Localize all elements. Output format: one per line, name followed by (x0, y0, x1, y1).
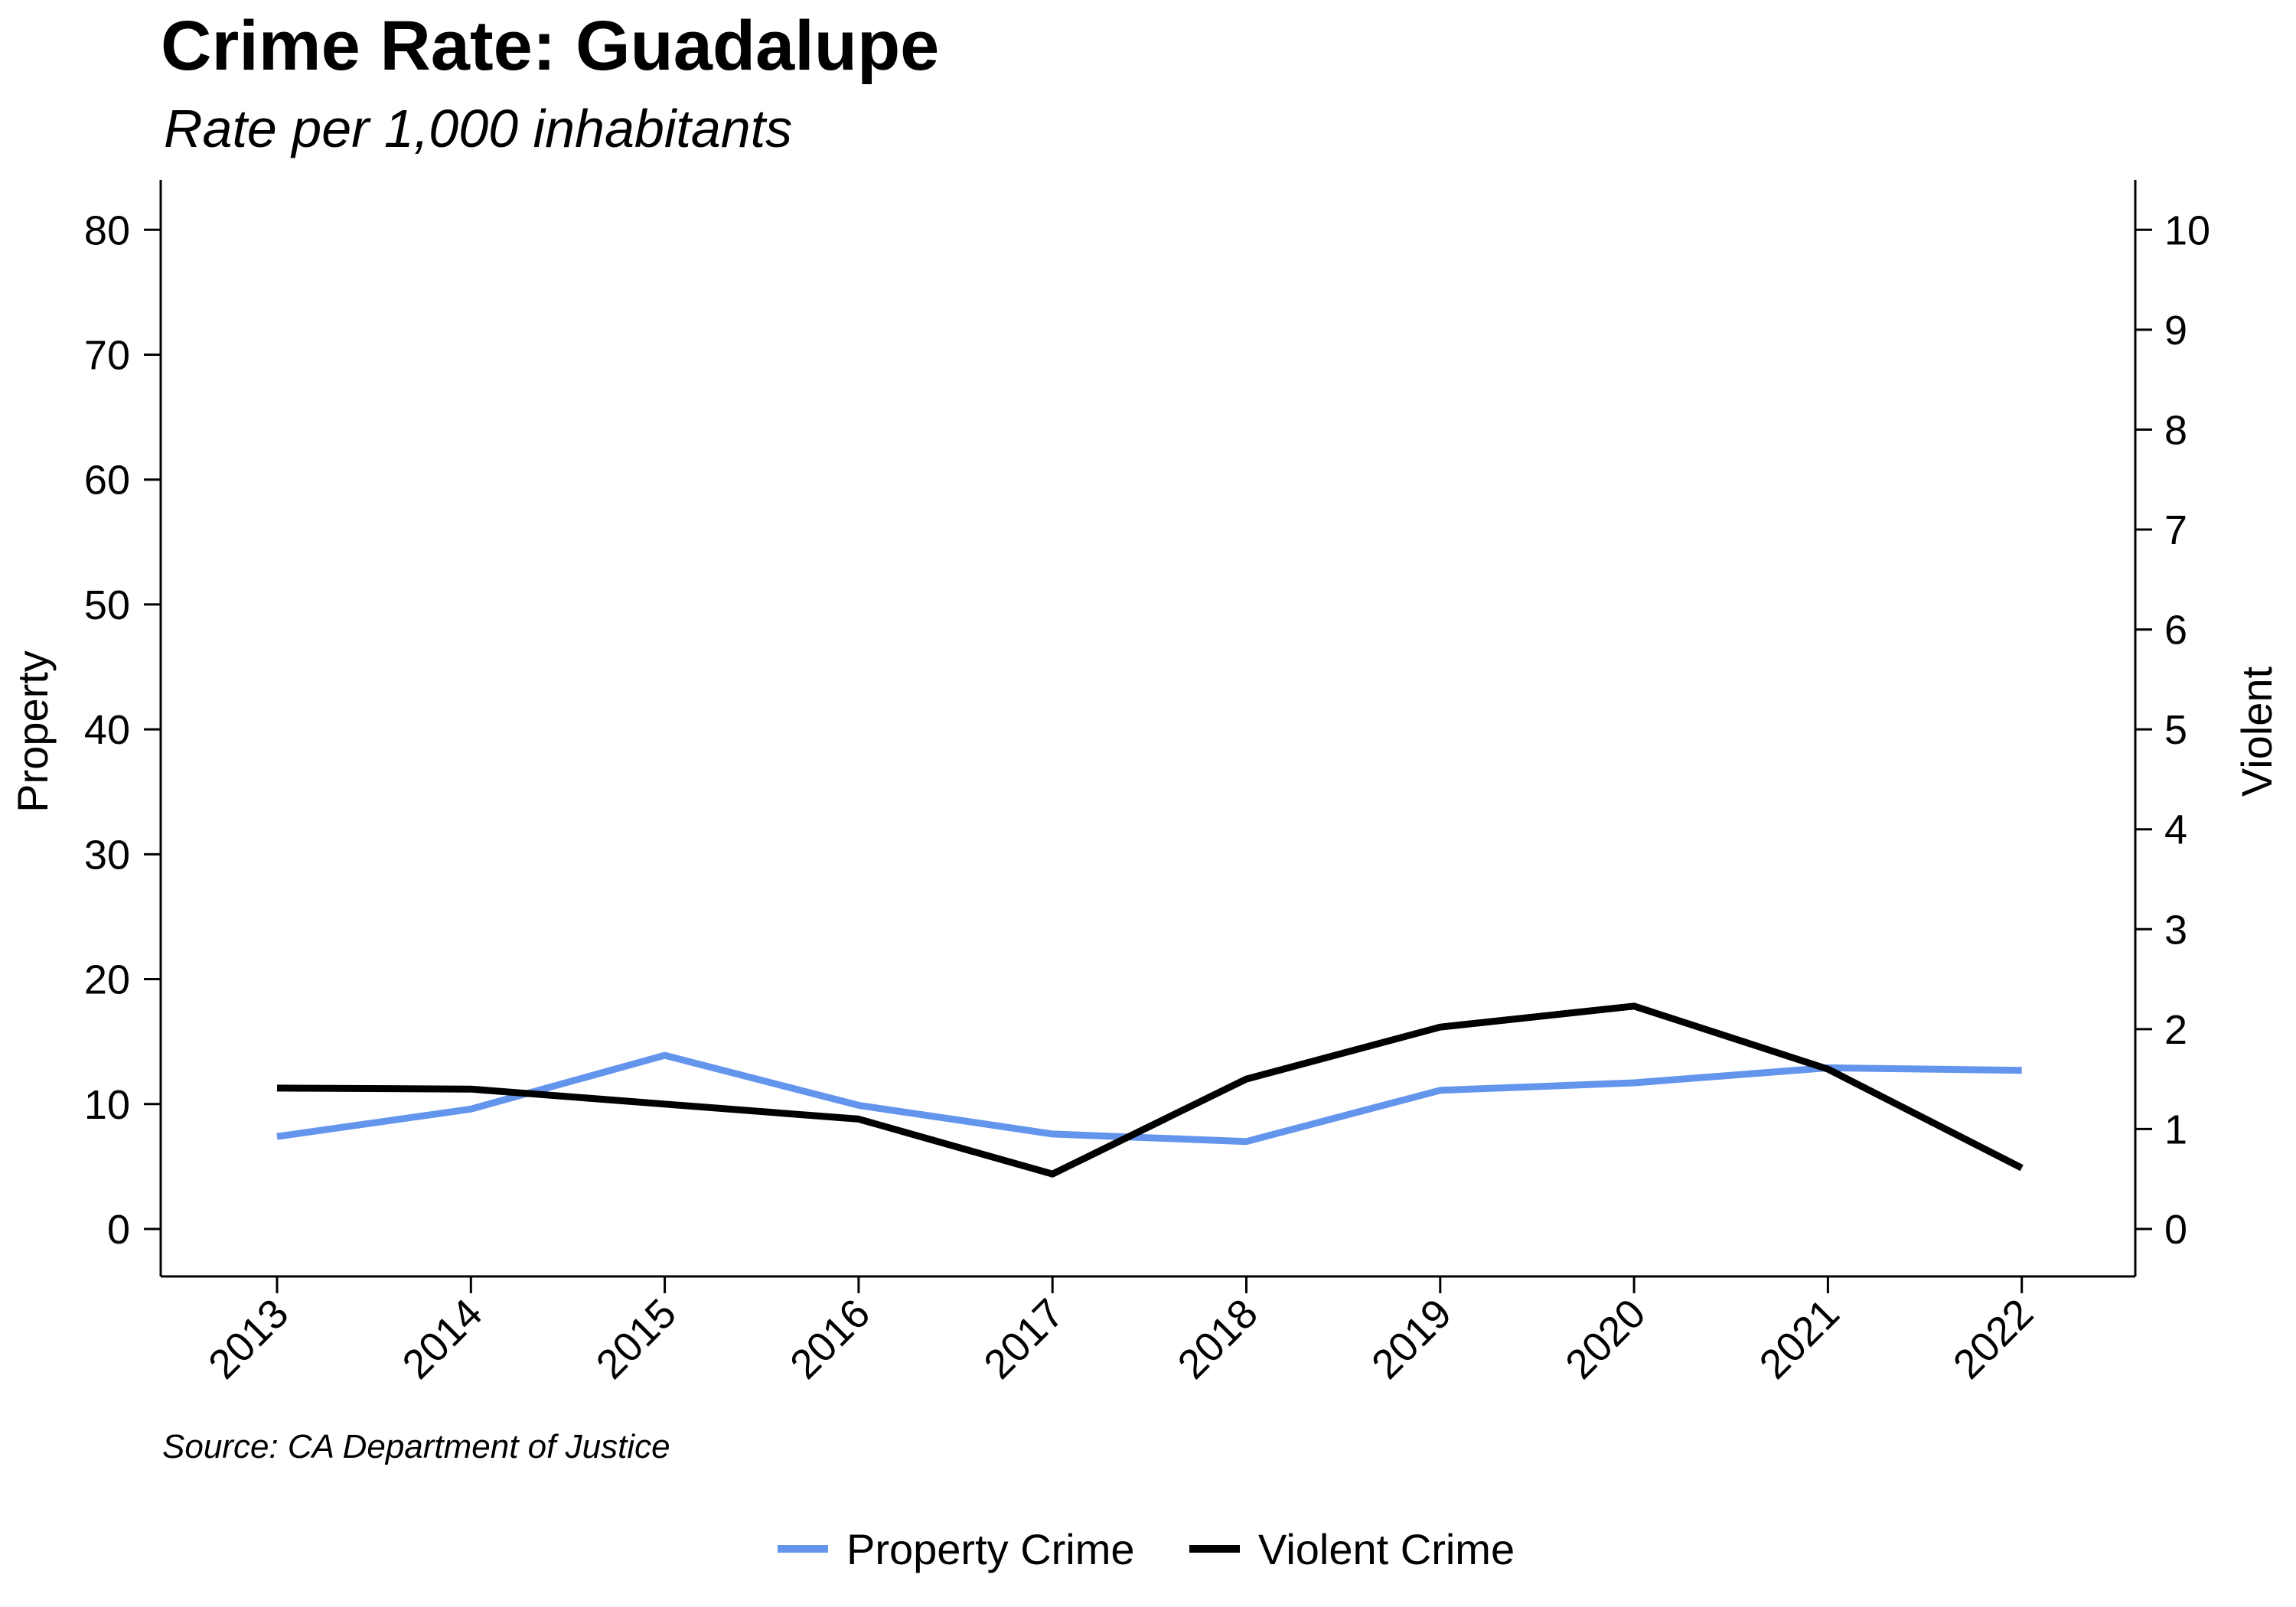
legend-label-violent-crime: Violent Crime (1258, 1525, 1515, 1573)
left-tick-label: 0 (107, 1207, 130, 1253)
left-tick-label: 50 (84, 582, 130, 628)
x-axis-ticks: 2013 2014 2015 2016 2017 2018 2019 2020 2021 2022 (200, 1276, 2042, 1387)
x-tick-label: 2019 (1363, 1290, 1460, 1387)
right-tick-label: 0 (2164, 1207, 2187, 1253)
x-tick-label: 2021 (1751, 1290, 1848, 1387)
x-tick-label: 2018 (1169, 1290, 1267, 1387)
legend: Property Crime Violent Crime (778, 1525, 1515, 1573)
left-axis-ticks: 0 10 20 30 40 50 60 70 80 (84, 207, 161, 1253)
left-tick-label: 60 (84, 458, 130, 504)
right-tick-label: 1 (2164, 1107, 2187, 1152)
x-tick-label: 2016 (781, 1290, 879, 1387)
right-tick-label: 8 (2164, 407, 2187, 453)
right-tick-label: 10 (2164, 207, 2210, 253)
legend-label-property-crime: Property Crime (846, 1525, 1135, 1573)
left-tick-label: 70 (84, 332, 130, 378)
chart-title: Crime Rate: Guadalupe (161, 7, 940, 85)
left-tick-label: 20 (84, 957, 130, 1003)
right-axis-title: Violent (2232, 666, 2281, 797)
right-tick-label: 9 (2164, 308, 2187, 354)
right-tick-label: 4 (2164, 807, 2187, 853)
right-tick-label: 5 (2164, 707, 2187, 753)
left-tick-label: 30 (84, 832, 130, 878)
left-axis-title: Property (8, 650, 57, 813)
source-note: Source: CA Department of Justice (162, 1428, 670, 1465)
left-tick-label: 10 (84, 1082, 130, 1128)
right-axis-ticks: 0 1 2 3 4 5 6 7 8 9 10 (2135, 207, 2210, 1253)
violent-crime-line (276, 1002, 2024, 1178)
chart-axes (159, 180, 2137, 1278)
series-layer (276, 1002, 2024, 1178)
x-tick-label: 2014 (393, 1290, 491, 1387)
right-tick-label: 2 (2164, 1007, 2187, 1053)
x-tick-label: 2015 (588, 1290, 685, 1387)
right-tick-label: 3 (2164, 907, 2187, 953)
property-crime-line (276, 1051, 2022, 1146)
x-tick-label: 2022 (1945, 1290, 2042, 1387)
x-tick-label: 2017 (975, 1290, 1072, 1387)
right-tick-label: 6 (2164, 608, 2187, 654)
chart-subtitle: Rate per 1,000 inhabitants (164, 99, 793, 158)
right-tick-label: 7 (2164, 507, 2187, 553)
left-tick-label: 40 (84, 707, 130, 753)
x-tick-label: 2020 (1557, 1290, 1654, 1387)
left-tick-label: 80 (84, 207, 130, 253)
x-tick-label: 2013 (200, 1290, 297, 1387)
